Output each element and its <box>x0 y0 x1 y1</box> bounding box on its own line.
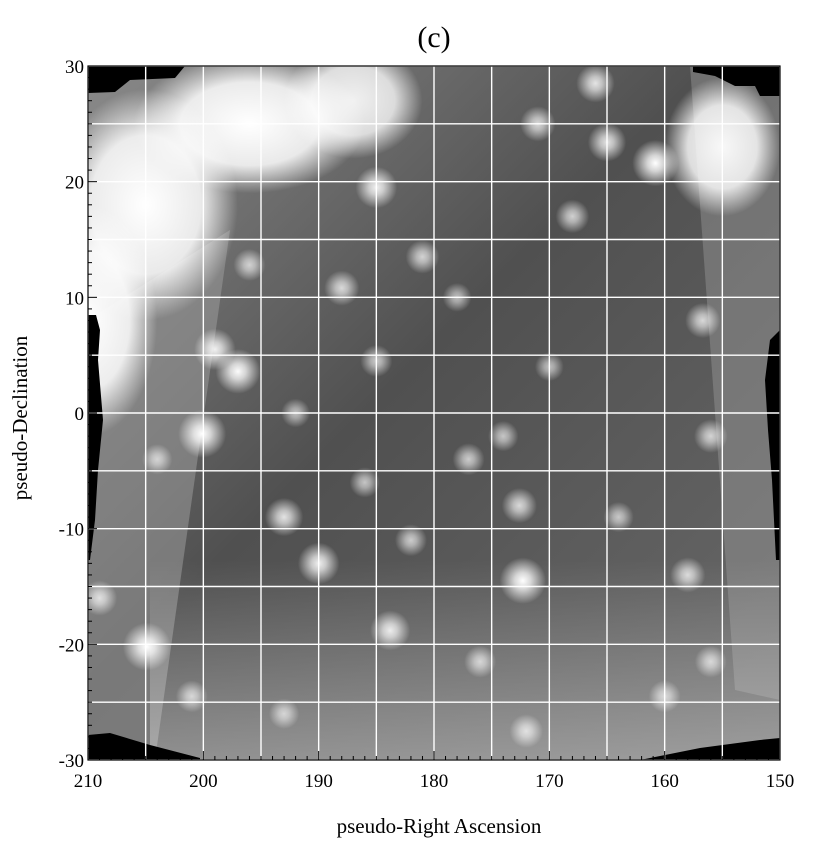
y-tick-label: -10 <box>59 520 84 541</box>
heatmap-image <box>88 66 780 760</box>
x-tick-label: 160 <box>650 771 679 792</box>
grid <box>88 66 780 760</box>
source-22 <box>488 420 519 452</box>
source-10 <box>632 139 679 187</box>
y-axis-title: pseudo-Declination <box>8 335 32 500</box>
source-18 <box>405 240 440 274</box>
x-axis-title: pseudo-Right Ascension <box>337 814 542 838</box>
source-7 <box>370 610 411 651</box>
source-8 <box>499 557 547 604</box>
source-17 <box>324 270 360 306</box>
y-tick-label: 20 <box>65 173 84 194</box>
source-38 <box>142 444 173 475</box>
diffuse-region-3 <box>88 204 158 437</box>
source-24 <box>394 524 427 557</box>
source-19 <box>233 248 266 281</box>
axes: 210 200 190 180 170 160 150 30 20 10 0 -10 -20 -30 <box>59 57 795 792</box>
x-tick-label: 200 <box>189 771 218 792</box>
y-tick-label: -30 <box>59 751 84 772</box>
chart-title: (c) <box>417 21 450 54</box>
source-30 <box>694 645 727 678</box>
y-tick-label: 0 <box>75 404 85 425</box>
masked-edge-left <box>88 315 103 560</box>
source-4 <box>122 622 171 671</box>
source-25 <box>555 199 590 234</box>
source-14 <box>685 302 721 339</box>
y-tick-label: -20 <box>59 635 84 656</box>
masked-corner-top-right <box>693 66 780 96</box>
x-tick-label: 150 <box>766 771 795 792</box>
source-32 <box>175 680 208 713</box>
source-26 <box>603 501 634 533</box>
masked-corner-bottom-left <box>88 733 200 760</box>
diffuse-region-4 <box>284 66 423 159</box>
x-tick-label: 210 <box>74 771 103 792</box>
source-3 <box>194 328 236 371</box>
source-1 <box>178 409 227 458</box>
masked-edge-right <box>765 330 780 560</box>
source-31 <box>88 580 118 616</box>
source-21 <box>452 443 485 476</box>
y-tick-label: 30 <box>65 57 84 78</box>
source-33 <box>268 698 300 729</box>
x-tick-label: 180 <box>420 771 449 792</box>
exposure-band-right <box>690 66 780 700</box>
source-6 <box>264 497 304 537</box>
masked-corner-bottom-right <box>640 738 780 760</box>
x-tick-label: 170 <box>535 771 564 792</box>
source-23 <box>349 467 380 498</box>
source-12 <box>576 66 615 103</box>
source-27 <box>464 645 497 678</box>
source-16 <box>670 557 706 593</box>
point-sources <box>88 66 728 748</box>
masked-corner-top-left <box>88 66 185 93</box>
y-tick-label: 10 <box>65 288 84 309</box>
source-29 <box>509 714 544 748</box>
source-9 <box>501 487 537 524</box>
x-tick-label: 190 <box>304 771 333 792</box>
source-15 <box>694 419 728 453</box>
